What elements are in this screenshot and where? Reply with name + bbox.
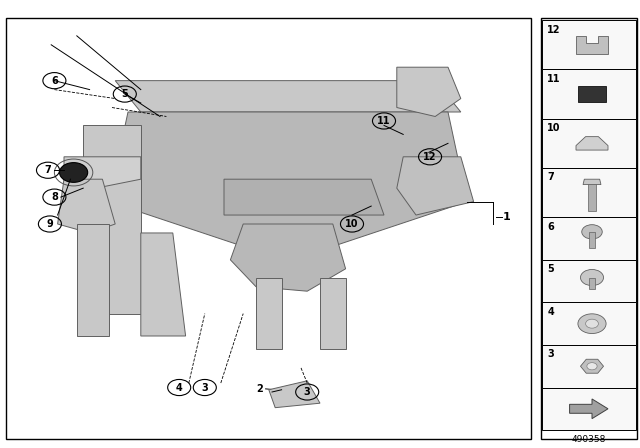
Text: 6: 6 <box>547 222 554 232</box>
Text: 1: 1 <box>502 212 510 222</box>
Bar <box>589 232 595 247</box>
Text: 6: 6 <box>51 76 58 86</box>
Bar <box>588 184 596 211</box>
Text: 9: 9 <box>47 219 53 229</box>
Polygon shape <box>230 224 346 291</box>
Bar <box>542 119 636 168</box>
Bar <box>542 20 636 69</box>
Text: 4: 4 <box>547 307 554 317</box>
Polygon shape <box>570 399 608 418</box>
Polygon shape <box>115 81 461 112</box>
Bar <box>589 278 595 289</box>
Text: 5: 5 <box>547 264 554 274</box>
Text: 7: 7 <box>45 165 51 175</box>
Text: 10: 10 <box>345 219 359 229</box>
Polygon shape <box>397 157 474 215</box>
Text: 4: 4 <box>176 383 182 392</box>
Bar <box>6 18 531 439</box>
Polygon shape <box>576 36 608 54</box>
Bar <box>542 69 636 119</box>
Bar <box>541 18 637 439</box>
Text: 8: 8 <box>51 192 58 202</box>
Text: 3: 3 <box>304 387 310 397</box>
Bar <box>542 345 636 388</box>
Bar <box>542 388 636 430</box>
Polygon shape <box>583 179 601 185</box>
Text: 12: 12 <box>547 25 561 34</box>
Polygon shape <box>224 179 384 215</box>
Polygon shape <box>576 137 608 150</box>
Text: 7: 7 <box>547 172 554 182</box>
Polygon shape <box>64 157 141 202</box>
Circle shape <box>587 363 597 370</box>
Text: 12: 12 <box>423 152 437 162</box>
Bar <box>542 260 636 302</box>
Circle shape <box>586 319 598 328</box>
Polygon shape <box>397 67 461 116</box>
Bar <box>578 86 606 102</box>
Text: 10: 10 <box>547 123 561 133</box>
Bar <box>542 217 636 260</box>
Text: 5: 5 <box>122 89 128 99</box>
Text: 3: 3 <box>202 383 208 392</box>
Circle shape <box>580 270 604 286</box>
Circle shape <box>582 224 602 239</box>
Polygon shape <box>83 125 141 314</box>
Bar <box>542 302 636 345</box>
Text: 3: 3 <box>547 349 554 359</box>
Polygon shape <box>269 381 320 408</box>
Polygon shape <box>580 359 604 373</box>
Polygon shape <box>109 112 467 246</box>
Circle shape <box>60 163 88 182</box>
Polygon shape <box>320 278 346 349</box>
Circle shape <box>578 314 606 333</box>
Text: 490358: 490358 <box>572 435 606 444</box>
Text: 2: 2 <box>256 384 262 394</box>
Polygon shape <box>256 278 282 349</box>
Bar <box>542 168 636 217</box>
Text: 11: 11 <box>547 74 561 84</box>
Polygon shape <box>77 224 109 336</box>
Polygon shape <box>141 233 186 336</box>
Text: 11: 11 <box>377 116 391 126</box>
Polygon shape <box>58 179 115 233</box>
